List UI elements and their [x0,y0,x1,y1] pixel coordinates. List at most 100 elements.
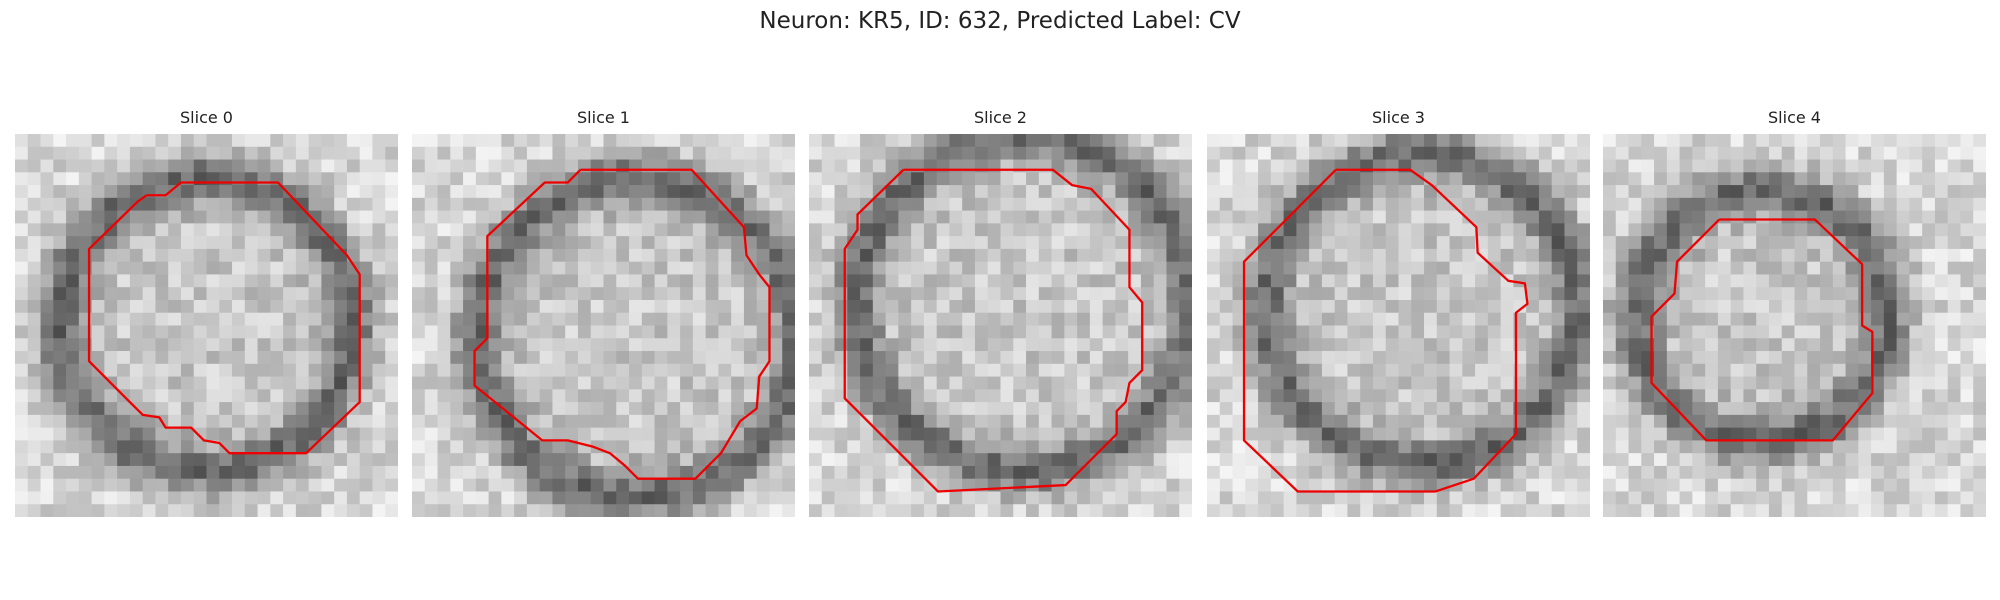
pixel [680,274,694,288]
pixel [180,185,195,199]
pixel [193,376,207,390]
pixel [501,389,515,403]
pixel [782,389,795,403]
pixel [53,261,67,275]
pixel [450,248,464,263]
pixel [1347,274,1361,288]
pixel [782,351,795,365]
pixel [923,402,938,416]
pixel [180,210,195,224]
pixel [180,287,195,301]
pixel [270,363,284,377]
pixel [1577,312,1590,326]
pixel [705,427,719,441]
pixel [514,325,528,339]
pixel [1960,197,1974,211]
pixel [1717,210,1732,224]
pixel [949,402,963,416]
pixel [898,134,912,148]
pixel [180,338,195,352]
pixel [821,287,835,301]
pixel [501,287,515,301]
pixel [155,363,169,377]
pixel [1013,338,1027,352]
pixel [1372,491,1387,505]
pixel [206,389,220,403]
pixel [1934,325,1949,339]
pixel [15,312,29,326]
pixel [821,351,835,365]
pixel [1934,134,1949,148]
pixel [1207,248,1221,263]
pixel [1064,363,1078,377]
pixel [346,312,361,326]
pixel [834,223,848,237]
pixel [1832,287,1846,301]
pixel [129,427,144,441]
pixel [244,146,258,160]
pixel [1334,185,1348,199]
pixel [1807,414,1821,429]
pixel [1179,402,1192,416]
pixel [603,210,617,224]
pixel [1153,478,1167,492]
pixel [898,491,912,505]
pixel [743,185,758,199]
pixel [1321,465,1336,480]
pixel [1013,134,1027,148]
pixel [782,427,795,441]
pixel [385,299,398,314]
pixel [692,261,707,275]
pixel [1102,223,1116,237]
pixel [667,210,681,224]
pixel [692,134,707,148]
pixel [1000,248,1014,263]
pixel [53,146,67,160]
pixel [1077,223,1091,237]
pixel [911,363,925,377]
pixel [1102,172,1116,186]
pixel [1334,172,1348,186]
pixel [629,274,643,288]
pixel [1051,287,1065,301]
pixel [1845,414,1859,429]
pixel [1679,325,1693,339]
pixel [514,389,528,403]
pixel [1398,363,1412,377]
pixel [1296,376,1310,390]
pixel [1449,146,1463,160]
pixel [590,312,604,326]
pixel [1153,376,1167,390]
pixel [654,325,668,339]
pixel [962,223,976,237]
pixel [1026,274,1040,288]
pixel [412,223,426,237]
pixel [962,440,976,454]
pixel [1219,453,1233,467]
pixel [40,402,54,416]
pixel [1628,351,1642,365]
pixel [27,248,41,263]
pixel [987,312,1001,326]
pixel [629,299,643,314]
pixel [117,172,131,186]
pixel [1258,159,1272,173]
pixel [1232,236,1246,250]
pixel [1807,351,1821,365]
pixel [1258,185,1272,199]
pixel [1973,248,1986,263]
pixel [1526,210,1540,224]
pixel [1756,223,1770,237]
pixel [346,274,361,288]
pixel [1756,376,1770,390]
pixel [193,197,207,211]
pixel [168,236,182,250]
pixel [718,478,732,492]
pixel [283,363,297,377]
pixel [104,146,118,160]
pixel [1347,134,1361,148]
pixel [1705,185,1719,199]
pixel [488,299,502,314]
pixel [731,210,745,224]
pixel [283,287,297,301]
